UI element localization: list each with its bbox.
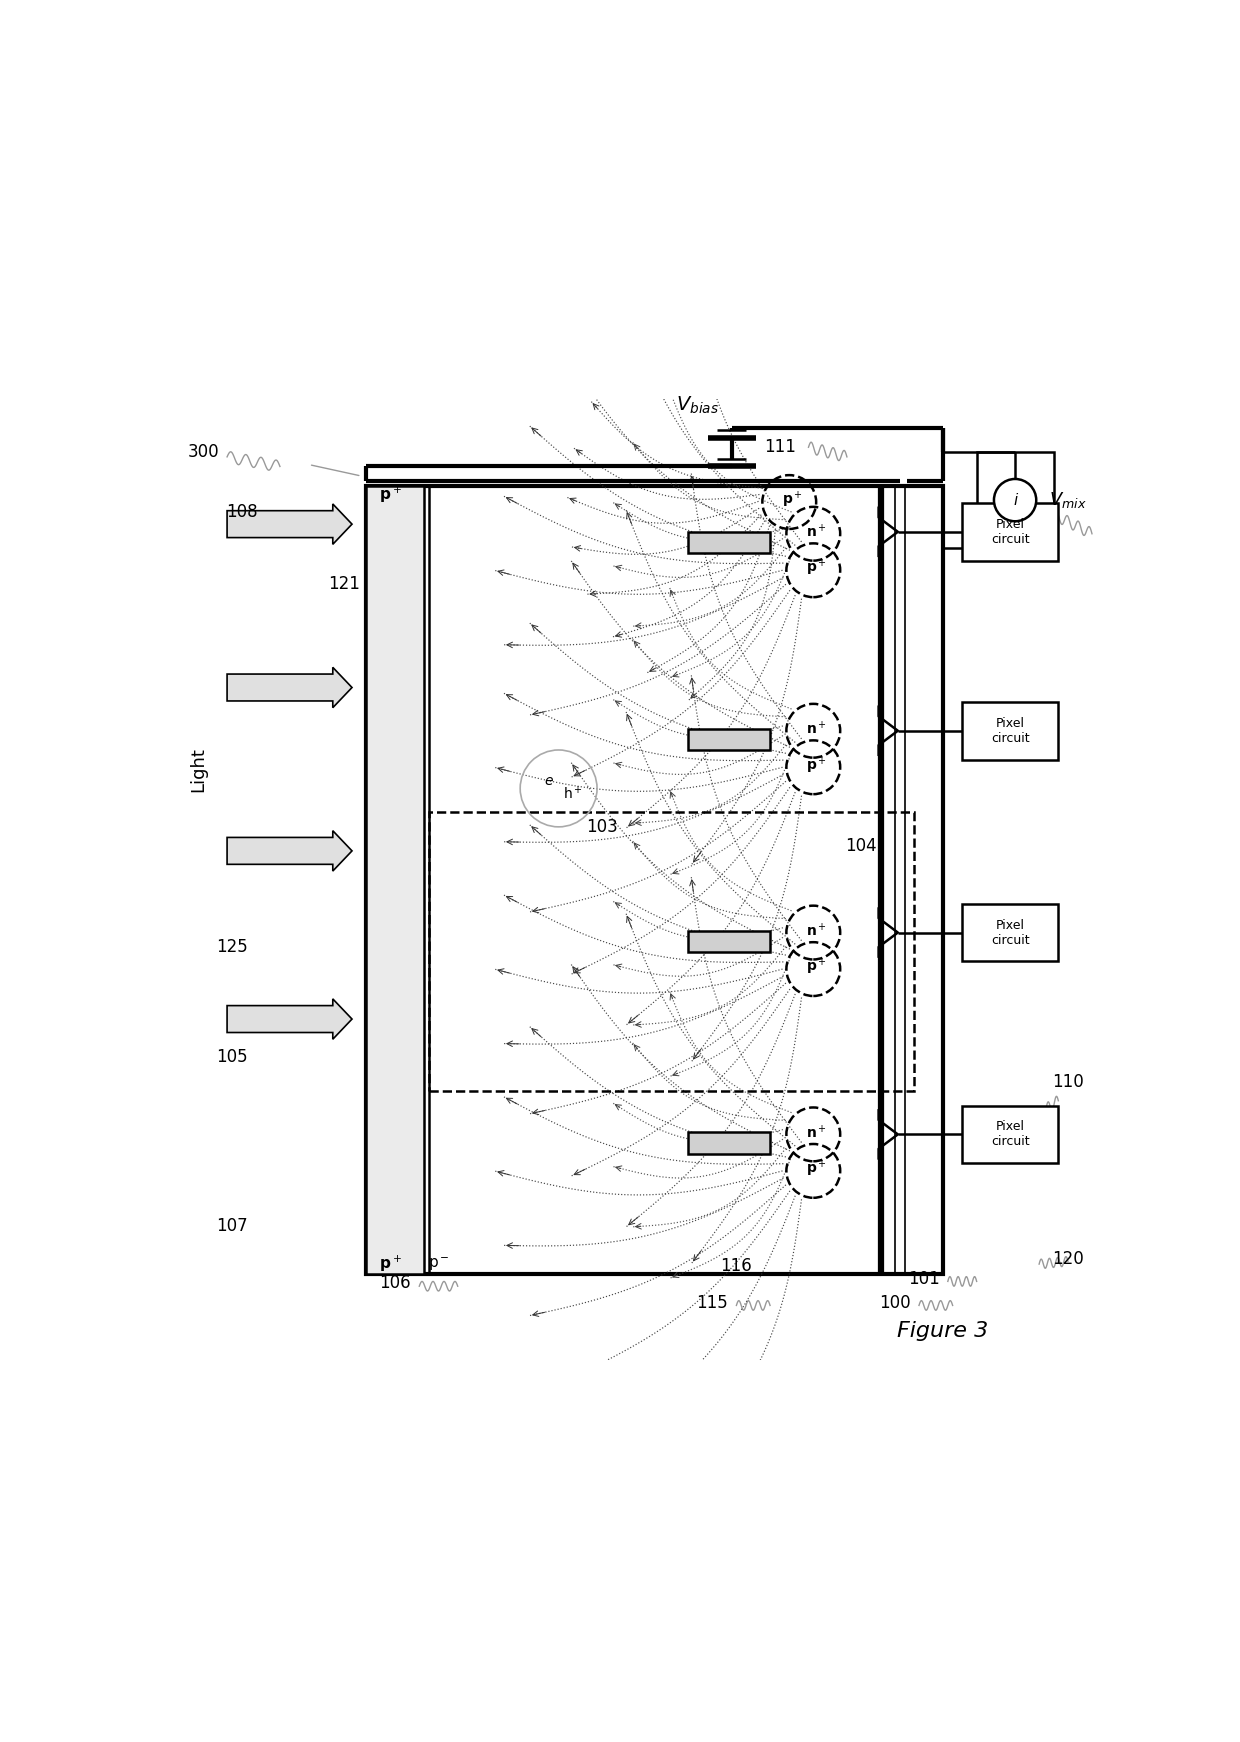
Text: 115: 115 <box>697 1294 728 1312</box>
Bar <box>367 486 424 1273</box>
Bar <box>367 486 942 1273</box>
Text: p$^+$: p$^+$ <box>806 956 827 977</box>
Text: Pixel
circuit: Pixel circuit <box>991 1120 1029 1148</box>
Bar <box>962 1106 1058 1164</box>
Bar <box>962 702 1058 760</box>
Text: 106: 106 <box>379 1275 412 1293</box>
FancyArrow shape <box>227 503 352 544</box>
Text: 108: 108 <box>226 503 258 521</box>
Text: 121: 121 <box>327 575 360 592</box>
Bar <box>688 531 770 552</box>
Text: 110: 110 <box>1052 1073 1084 1090</box>
Text: 101: 101 <box>908 1270 940 1287</box>
Text: Light: Light <box>190 747 207 791</box>
Text: p$^+$: p$^+$ <box>379 486 402 505</box>
Text: 105: 105 <box>216 1049 248 1066</box>
Text: p$^+$: p$^+$ <box>806 756 827 775</box>
Text: Pixel
circuit: Pixel circuit <box>991 517 1029 545</box>
Text: $V_{mix}$: $V_{mix}$ <box>1049 490 1086 510</box>
Bar <box>429 812 914 1090</box>
Text: 125: 125 <box>216 937 248 956</box>
Bar <box>962 904 1058 962</box>
Circle shape <box>994 479 1037 521</box>
Text: 107: 107 <box>216 1216 248 1235</box>
Text: p$^+$: p$^+$ <box>379 1254 402 1273</box>
Text: 120: 120 <box>1052 1251 1084 1268</box>
Text: n$^+$: n$^+$ <box>806 1124 827 1141</box>
Bar <box>962 503 1058 561</box>
Text: i: i <box>1013 493 1017 507</box>
Text: $V_{bias}$: $V_{bias}$ <box>677 394 719 416</box>
Text: p$^+$: p$^+$ <box>806 557 827 578</box>
Text: n$^+$: n$^+$ <box>806 719 827 737</box>
Text: p$^+$: p$^+$ <box>781 490 802 510</box>
Text: n$^+$: n$^+$ <box>806 922 827 939</box>
Text: 100: 100 <box>879 1294 911 1312</box>
Text: 111: 111 <box>764 439 796 456</box>
Text: 300: 300 <box>187 442 219 462</box>
Text: n$^+$: n$^+$ <box>806 523 827 540</box>
Bar <box>977 453 1054 549</box>
Text: h$^+$: h$^+$ <box>563 784 583 801</box>
Text: 116: 116 <box>720 1258 753 1275</box>
Bar <box>688 930 770 951</box>
Text: Figure 3: Figure 3 <box>898 1322 988 1341</box>
Text: p$^-$: p$^-$ <box>428 1256 449 1273</box>
Text: p$^+$: p$^+$ <box>806 1158 827 1179</box>
FancyArrow shape <box>227 831 352 871</box>
FancyArrow shape <box>227 998 352 1040</box>
Bar <box>688 728 770 751</box>
FancyArrow shape <box>227 667 352 707</box>
Text: Pixel
circuit: Pixel circuit <box>991 716 1029 746</box>
Text: e: e <box>544 773 553 787</box>
Text: Pixel
circuit: Pixel circuit <box>991 918 1029 946</box>
Text: 104: 104 <box>846 838 877 855</box>
Text: 103: 103 <box>587 817 618 836</box>
Bar <box>688 1132 770 1153</box>
